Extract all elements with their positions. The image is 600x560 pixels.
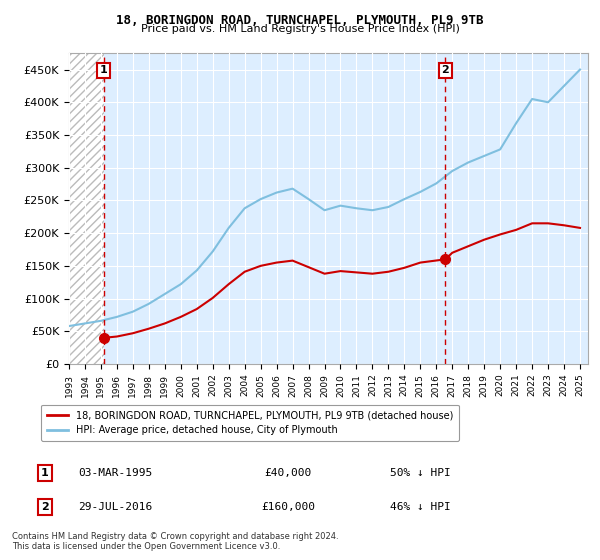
Legend: 18, BORINGDON ROAD, TURNCHAPEL, PLYMOUTH, PL9 9TB (detached house), HPI: Average: 18, BORINGDON ROAD, TURNCHAPEL, PLYMOUTH…	[41, 404, 459, 441]
Text: 1: 1	[41, 468, 49, 478]
Text: 03-MAR-1995: 03-MAR-1995	[78, 468, 152, 478]
Text: This data is licensed under the Open Government Licence v3.0.: This data is licensed under the Open Gov…	[12, 542, 280, 551]
Text: 46% ↓ HPI: 46% ↓ HPI	[390, 502, 451, 512]
Text: 1: 1	[100, 66, 107, 75]
Text: £160,000: £160,000	[261, 502, 315, 512]
Text: 50% ↓ HPI: 50% ↓ HPI	[390, 468, 451, 478]
Text: Price paid vs. HM Land Registry's House Price Index (HPI): Price paid vs. HM Land Registry's House …	[140, 24, 460, 34]
Text: Contains HM Land Registry data © Crown copyright and database right 2024.: Contains HM Land Registry data © Crown c…	[12, 532, 338, 541]
Text: 29-JUL-2016: 29-JUL-2016	[78, 502, 152, 512]
Bar	[69, 53, 104, 364]
Text: 18, BORINGDON ROAD, TURNCHAPEL, PLYMOUTH, PL9 9TB: 18, BORINGDON ROAD, TURNCHAPEL, PLYMOUTH…	[116, 14, 484, 27]
Text: 2: 2	[41, 502, 49, 512]
Text: 2: 2	[442, 66, 449, 75]
Text: £40,000: £40,000	[265, 468, 311, 478]
